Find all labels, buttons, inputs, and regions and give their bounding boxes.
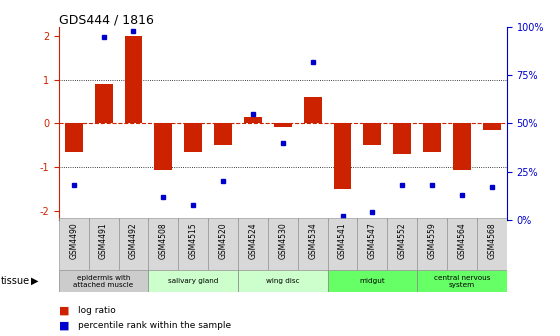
Text: central nervous
system: central nervous system — [434, 275, 490, 288]
Bar — [178, 218, 208, 270]
Bar — [59, 218, 88, 270]
Text: GSM4490: GSM4490 — [69, 222, 78, 259]
Bar — [238, 270, 328, 292]
Bar — [184, 124, 202, 152]
Bar — [119, 218, 148, 270]
Bar — [208, 218, 238, 270]
Text: ■: ■ — [59, 306, 69, 316]
Bar — [483, 124, 501, 130]
Text: ■: ■ — [59, 321, 69, 331]
Bar — [447, 218, 477, 270]
Text: epidermis with
attached muscle: epidermis with attached muscle — [73, 275, 134, 288]
Bar — [477, 218, 507, 270]
Bar — [363, 124, 381, 145]
Bar — [334, 124, 352, 190]
Bar — [124, 36, 142, 124]
Text: GSM4541: GSM4541 — [338, 222, 347, 259]
Bar — [268, 218, 298, 270]
Text: percentile rank within the sample: percentile rank within the sample — [78, 322, 231, 330]
Bar — [214, 124, 232, 145]
Bar — [244, 117, 262, 124]
Text: GSM4534: GSM4534 — [308, 222, 317, 259]
Text: GSM4520: GSM4520 — [218, 222, 227, 259]
Text: GSM4508: GSM4508 — [159, 222, 168, 259]
Text: GSM4547: GSM4547 — [368, 222, 377, 259]
Text: ▶: ▶ — [31, 276, 38, 286]
Bar — [238, 218, 268, 270]
Bar — [388, 218, 417, 270]
Bar — [417, 270, 507, 292]
Text: GSM4564: GSM4564 — [458, 222, 466, 259]
Text: GSM4492: GSM4492 — [129, 222, 138, 259]
Text: GDS444 / 1816: GDS444 / 1816 — [59, 13, 153, 27]
Bar — [453, 124, 471, 170]
Bar — [148, 270, 238, 292]
Bar — [65, 124, 83, 152]
Text: GSM4568: GSM4568 — [487, 222, 496, 259]
Text: tissue: tissue — [1, 276, 30, 286]
Text: GSM4559: GSM4559 — [428, 222, 437, 259]
Bar — [304, 97, 321, 124]
Text: GSM4524: GSM4524 — [249, 222, 258, 259]
Bar — [274, 124, 292, 127]
Bar — [423, 124, 441, 152]
Bar — [148, 218, 178, 270]
Bar — [155, 124, 172, 170]
Bar — [59, 270, 148, 292]
Bar — [95, 84, 113, 124]
Bar — [357, 218, 388, 270]
Text: wing disc: wing disc — [266, 279, 300, 284]
Text: log ratio: log ratio — [78, 306, 116, 315]
Text: salivary gland: salivary gland — [168, 279, 218, 284]
Bar — [417, 218, 447, 270]
Text: midgut: midgut — [360, 279, 385, 284]
Text: GSM4491: GSM4491 — [99, 222, 108, 259]
Bar — [328, 270, 417, 292]
Text: GSM4530: GSM4530 — [278, 222, 287, 259]
Bar — [393, 124, 411, 154]
Bar — [328, 218, 357, 270]
Bar — [298, 218, 328, 270]
Text: GSM4515: GSM4515 — [189, 222, 198, 259]
Bar — [88, 218, 119, 270]
Text: GSM4552: GSM4552 — [398, 222, 407, 259]
